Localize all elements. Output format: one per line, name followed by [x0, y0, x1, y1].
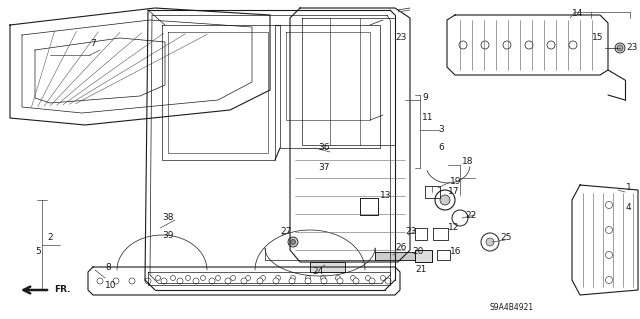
Circle shape	[257, 278, 263, 284]
Circle shape	[335, 276, 340, 280]
Circle shape	[369, 278, 375, 284]
Circle shape	[129, 278, 135, 284]
Text: 5: 5	[35, 248, 41, 256]
Text: 16: 16	[450, 248, 461, 256]
Text: 37: 37	[318, 164, 330, 173]
Text: 22: 22	[465, 211, 476, 219]
Circle shape	[200, 276, 205, 280]
Text: FR.: FR.	[54, 286, 70, 294]
Text: 6: 6	[438, 144, 444, 152]
Text: 12: 12	[448, 224, 460, 233]
Circle shape	[246, 276, 250, 280]
Text: 24: 24	[312, 268, 323, 277]
Text: 7: 7	[90, 40, 96, 48]
Circle shape	[481, 233, 499, 251]
Circle shape	[305, 278, 311, 284]
Text: 23: 23	[626, 43, 637, 53]
Text: 27: 27	[280, 227, 291, 236]
Circle shape	[605, 202, 612, 209]
Text: 2: 2	[47, 234, 52, 242]
Text: 26: 26	[395, 243, 406, 253]
Text: 36: 36	[318, 144, 330, 152]
Text: 23: 23	[395, 33, 406, 42]
Circle shape	[170, 276, 175, 280]
Text: 39: 39	[162, 231, 173, 240]
Circle shape	[288, 237, 298, 247]
Text: 13: 13	[380, 190, 392, 199]
Text: 25: 25	[500, 234, 511, 242]
Text: 23: 23	[405, 227, 417, 236]
Text: 14: 14	[572, 10, 584, 19]
Polygon shape	[375, 252, 415, 260]
Text: 8: 8	[105, 263, 111, 272]
Circle shape	[617, 45, 623, 51]
Text: 21: 21	[415, 265, 426, 275]
Circle shape	[605, 251, 612, 258]
Circle shape	[230, 276, 236, 280]
Circle shape	[186, 276, 191, 280]
Circle shape	[321, 276, 326, 280]
Circle shape	[305, 276, 310, 280]
Circle shape	[435, 190, 455, 210]
Text: 18: 18	[462, 158, 474, 167]
Circle shape	[113, 278, 119, 284]
Polygon shape	[310, 262, 345, 272]
Text: 9: 9	[422, 93, 428, 102]
Circle shape	[145, 278, 151, 284]
Circle shape	[353, 278, 359, 284]
Circle shape	[486, 238, 494, 246]
Circle shape	[605, 226, 612, 234]
Text: 3: 3	[438, 125, 444, 135]
Text: 1: 1	[626, 183, 632, 192]
Text: 19: 19	[450, 177, 461, 187]
Circle shape	[161, 278, 167, 284]
Polygon shape	[415, 250, 432, 262]
Circle shape	[547, 41, 555, 49]
Circle shape	[275, 276, 280, 280]
Text: 15: 15	[592, 33, 604, 42]
Circle shape	[209, 278, 215, 284]
Circle shape	[337, 278, 343, 284]
Circle shape	[216, 276, 221, 280]
Circle shape	[225, 278, 231, 284]
Circle shape	[273, 278, 279, 284]
Circle shape	[351, 276, 355, 280]
Circle shape	[193, 278, 199, 284]
Circle shape	[321, 278, 327, 284]
Circle shape	[177, 278, 183, 284]
Circle shape	[97, 278, 103, 284]
Circle shape	[440, 195, 450, 205]
Circle shape	[481, 41, 489, 49]
Circle shape	[156, 276, 161, 280]
Circle shape	[291, 276, 296, 280]
Circle shape	[385, 278, 391, 284]
Circle shape	[503, 41, 511, 49]
Circle shape	[381, 276, 385, 280]
Circle shape	[452, 210, 468, 226]
Circle shape	[365, 276, 371, 280]
Text: 20: 20	[412, 248, 424, 256]
Text: S9A4B4921: S9A4B4921	[490, 303, 534, 313]
Text: 17: 17	[448, 188, 460, 197]
Text: 11: 11	[422, 114, 433, 122]
Text: 10: 10	[105, 280, 116, 290]
Circle shape	[615, 43, 625, 53]
Circle shape	[605, 277, 612, 284]
Circle shape	[459, 41, 467, 49]
Circle shape	[241, 278, 247, 284]
Circle shape	[569, 41, 577, 49]
Circle shape	[260, 276, 266, 280]
Circle shape	[289, 278, 295, 284]
Circle shape	[525, 41, 533, 49]
Circle shape	[291, 240, 296, 244]
Text: 38: 38	[162, 213, 173, 222]
Text: 4: 4	[626, 204, 632, 212]
